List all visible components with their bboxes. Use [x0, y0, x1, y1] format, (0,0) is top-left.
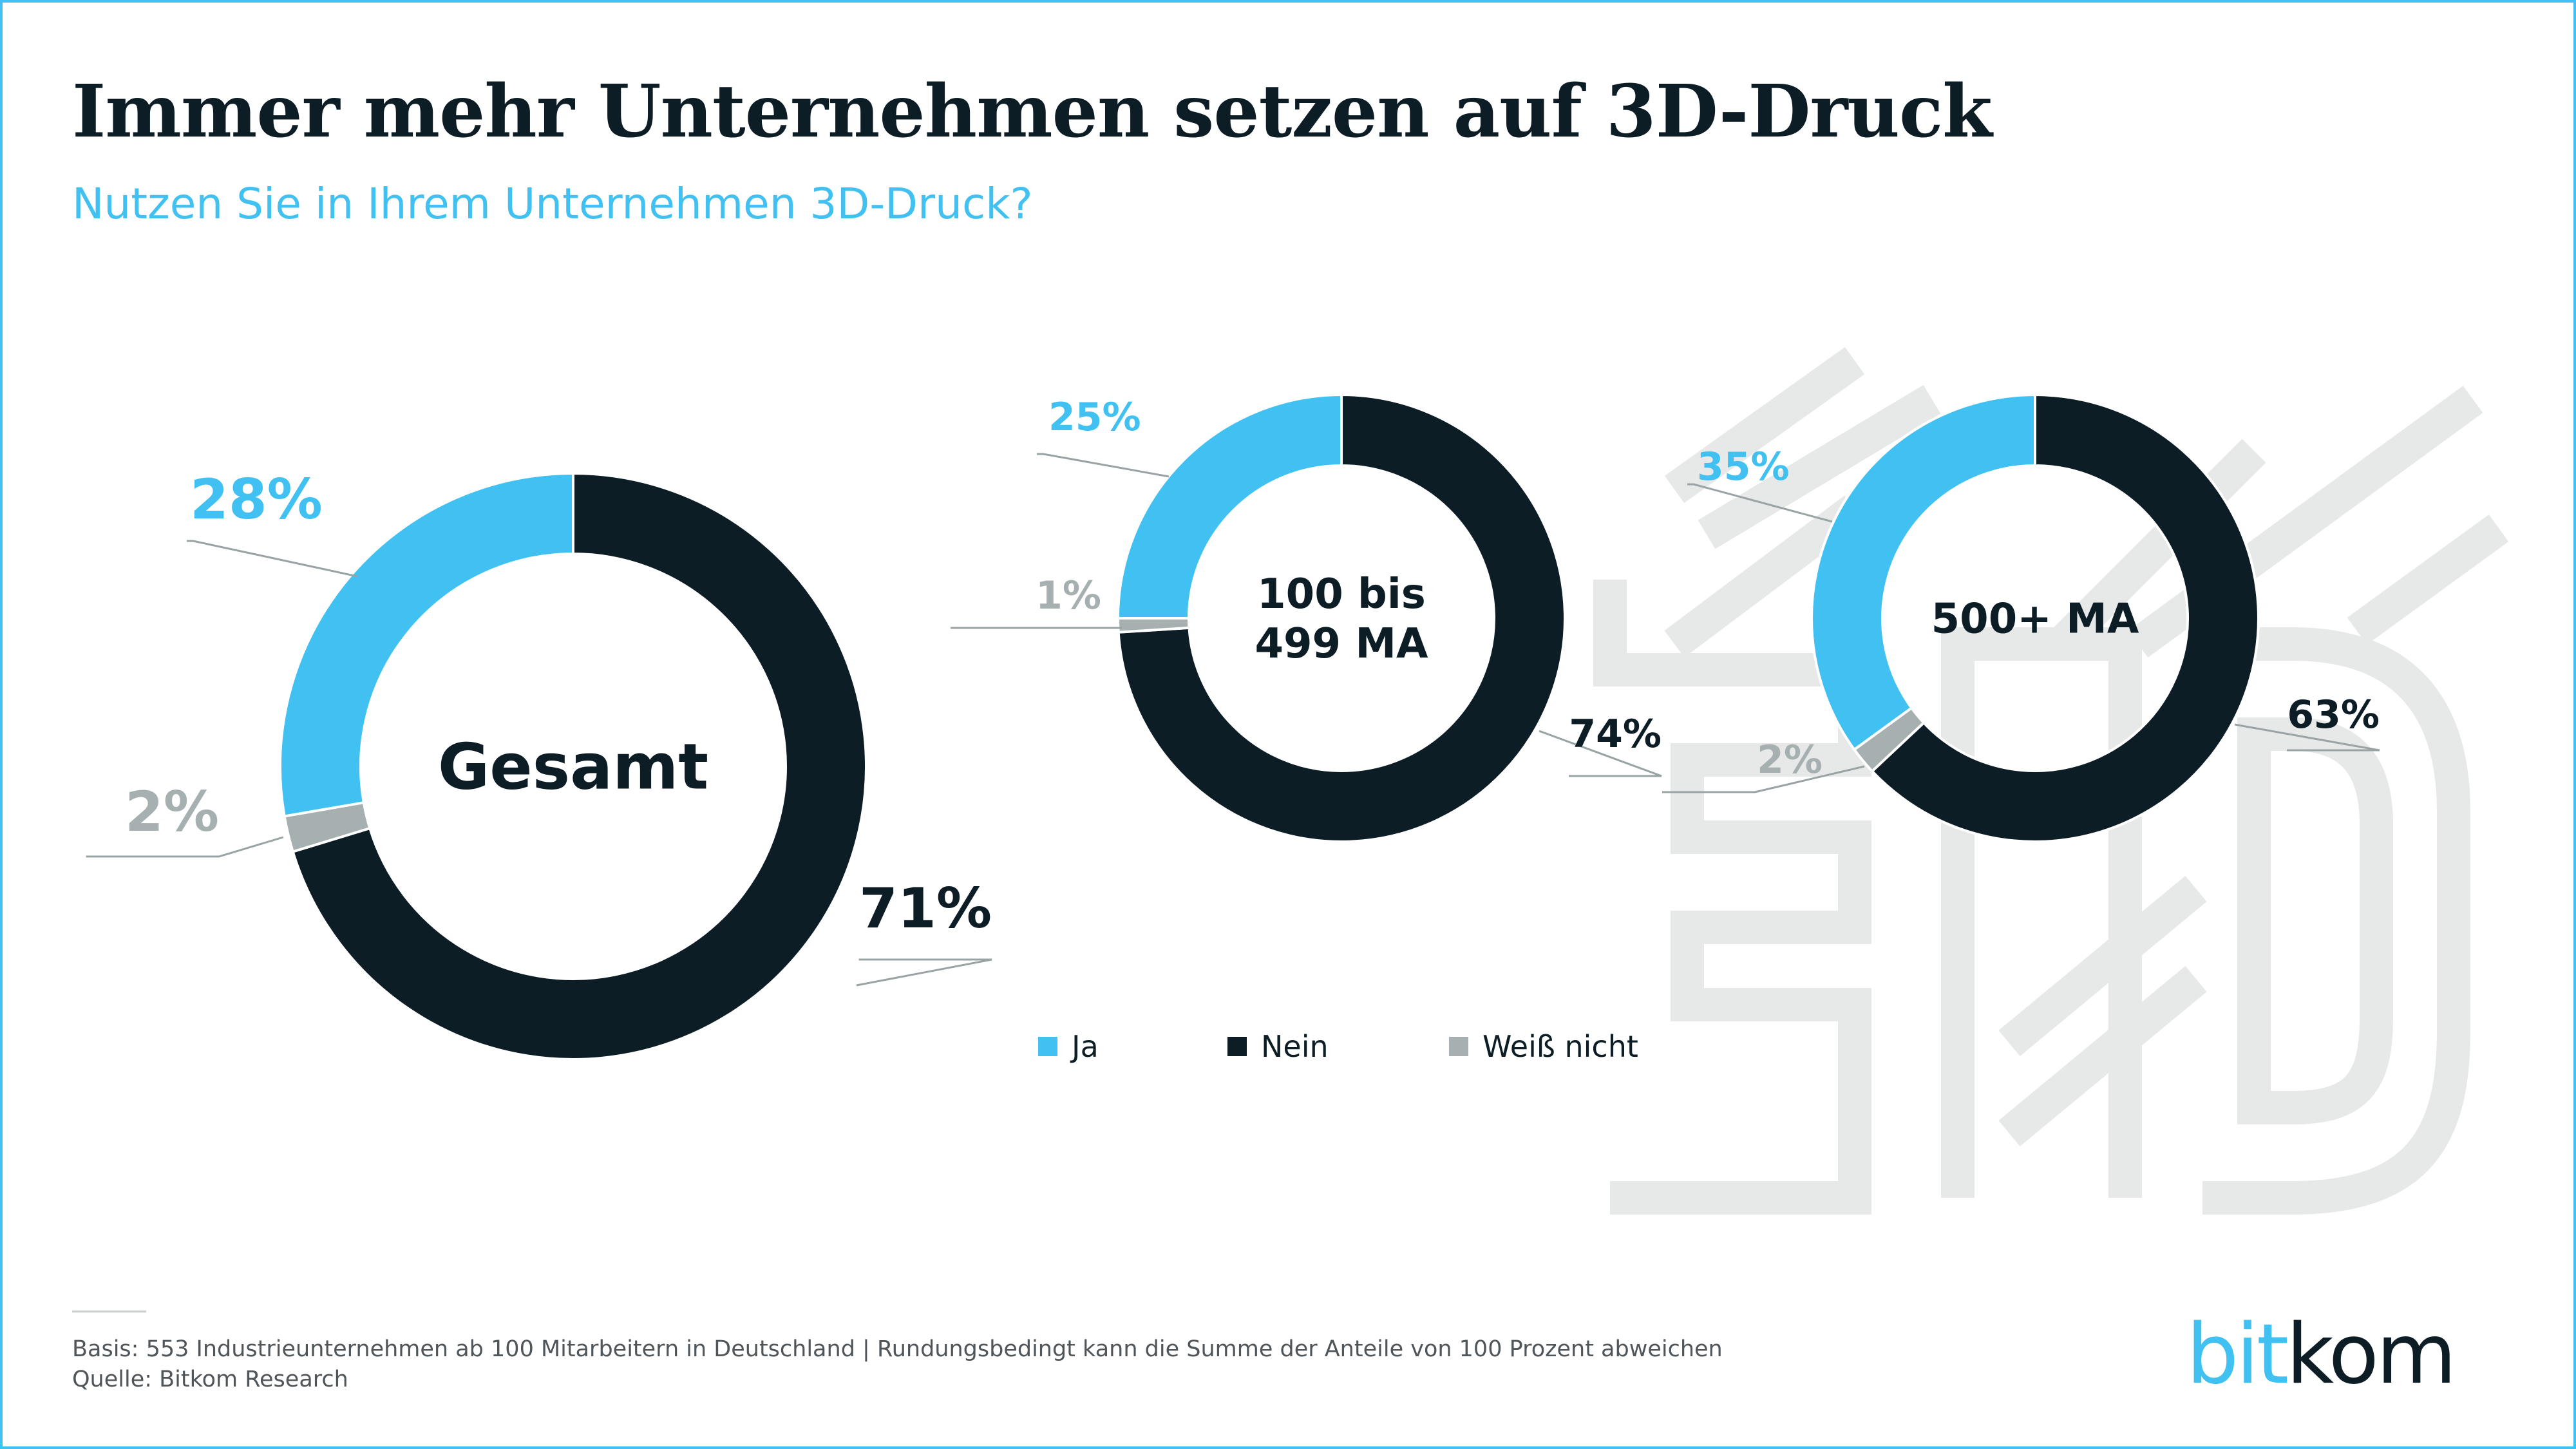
donut-1-value-label-ja: 28% [190, 468, 323, 532]
footer-basis-note: Basis: 553 Industrieunternehmen ab 100 M… [72, 1336, 1723, 1362]
donut-1-leader-nein [856, 958, 992, 987]
logo-part-bit: bit [2186, 1307, 2289, 1403]
donut-3-center-label: 500+ MA [1931, 595, 2139, 643]
donut-2-leader-nein [1539, 730, 1662, 777]
donut-chart-3: 500+ MA 35% 63% 2% [1662, 393, 2380, 843]
donut-3-value-label-nein: 63% [2287, 692, 2380, 737]
footer-divider [72, 1311, 146, 1312]
donut-2-segment-nein [1117, 393, 1566, 843]
legend-swatch-weiss-nicht [1449, 1037, 1468, 1056]
donut-3-segment-ja [1810, 393, 2036, 752]
legend-item-nein: Nein [1227, 1027, 1329, 1066]
3d-watermark-graphic [1593, 346, 2509, 1215]
legend-item-ja: Ja [1038, 1027, 1099, 1066]
donut-3-leader-ja [1687, 483, 1833, 523]
donut-3-segment-nein [1870, 393, 2260, 843]
legend-label-weiss-nicht: Weiß nicht [1482, 1029, 1638, 1064]
chart-title: Immer mehr Unternehmen setzen auf 3D-Dru… [72, 70, 1993, 154]
donut-2-center-label: 499 MA [1255, 620, 1428, 668]
donut-2-segment-ja [1116, 393, 1343, 620]
logo-part-kom: kom [2286, 1307, 2457, 1403]
donut-1-segment-nein [291, 471, 867, 1061]
donut-1-segment-ja [279, 471, 574, 818]
donut-2-center-label: 100 bis [1257, 571, 1426, 618]
donut-3-value-label-ja: 35% [1697, 444, 1790, 489]
donut-3-leader-weiss-nicht [1662, 765, 1865, 793]
legend-label-ja: Ja [1072, 1029, 1099, 1064]
donut-chart-1: Gesamt 28% 71% 2% [86, 468, 992, 1061]
donut-1-value-label-weiss-nicht: 2% [125, 780, 219, 844]
legend-item-weiss-nicht: Weiß nicht [1449, 1027, 1638, 1066]
donut-1-leader-weiss-nicht [86, 836, 284, 858]
donut-2-value-label-nein: 74% [1569, 712, 1662, 757]
donut-3-value-label-weiss-nicht: 2% [1757, 737, 1823, 782]
donut-3-leader-nein [2234, 723, 2380, 752]
donut-1-center-label: Gesamt [438, 730, 708, 804]
footer-source-note: Quelle: Bitkom Research [72, 1367, 348, 1392]
donut-1-value-label-nein: 71% [859, 876, 992, 941]
legend-swatch-ja [1038, 1037, 1057, 1056]
donut-2-value-label-weiss-nicht: 1% [1036, 573, 1101, 618]
donut-2-leader-ja [1037, 453, 1170, 478]
legend-label-nein: Nein [1261, 1029, 1329, 1064]
donut-2-value-label-ja: 25% [1048, 395, 1141, 440]
legend-swatch-nein [1227, 1037, 1247, 1056]
chart-subtitle: Nutzen Sie in Ihrem Unternehmen 3D-Druck… [72, 179, 1033, 229]
bitkom-logo: bitkom [2186, 1314, 2457, 1396]
donut-1-leader-ja [187, 540, 358, 578]
